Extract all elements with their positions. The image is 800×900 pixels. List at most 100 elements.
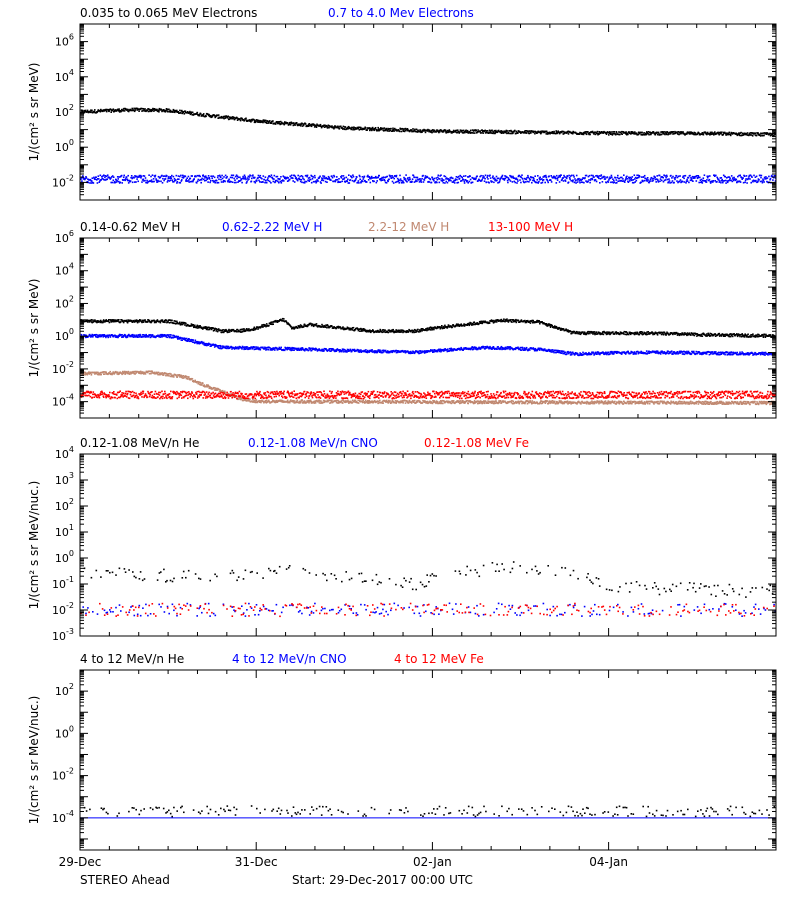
data-point <box>131 321 134 323</box>
data-point <box>565 177 568 180</box>
data-point <box>282 179 284 181</box>
data-point <box>619 133 621 136</box>
data-point <box>436 327 438 329</box>
data-point <box>676 176 679 179</box>
data-point <box>361 328 363 330</box>
data-point <box>175 110 178 113</box>
data-point <box>270 122 273 124</box>
data-point <box>550 181 553 183</box>
data-point <box>163 109 165 111</box>
data-point <box>741 134 743 136</box>
data-point <box>363 175 366 178</box>
data-point <box>131 335 133 338</box>
data-point <box>630 178 632 181</box>
data-point <box>176 109 178 112</box>
data-point <box>137 108 140 111</box>
data-point <box>494 178 497 181</box>
data-point <box>730 333 733 335</box>
data-point <box>210 179 212 182</box>
data-point <box>272 321 274 323</box>
data-point <box>263 348 266 350</box>
data-point <box>264 119 266 122</box>
data-point <box>274 123 277 125</box>
data-point <box>598 177 600 180</box>
data-point <box>206 177 209 180</box>
data-point <box>428 129 431 131</box>
data-point <box>330 350 332 352</box>
data-point <box>97 320 99 322</box>
data-point <box>562 180 565 182</box>
data-point <box>731 177 734 179</box>
data-point <box>706 175 709 178</box>
data-point <box>325 348 327 350</box>
data-point <box>761 181 764 184</box>
data-point <box>714 131 716 133</box>
data-point <box>733 176 735 179</box>
data-point <box>371 127 374 130</box>
data-point <box>535 321 538 323</box>
data-point <box>415 331 417 333</box>
data-point <box>424 175 427 177</box>
data-point <box>117 336 119 339</box>
data-point <box>702 177 705 179</box>
data-point <box>308 123 310 125</box>
data-point <box>385 182 388 184</box>
data-point <box>303 323 306 326</box>
data-point <box>452 324 455 326</box>
data-point <box>256 120 259 122</box>
data-point <box>116 180 119 182</box>
data-point <box>758 179 760 181</box>
data-point <box>234 175 237 178</box>
data-point <box>255 348 257 350</box>
data-point <box>440 179 443 182</box>
data-point <box>135 181 137 183</box>
data-point <box>252 174 254 176</box>
data-point <box>707 175 710 178</box>
data-point <box>532 179 534 182</box>
data-point <box>269 175 272 178</box>
data-point <box>282 317 284 320</box>
data-point <box>99 110 102 113</box>
data-point <box>280 123 283 125</box>
data-point <box>647 333 650 335</box>
data-point <box>474 323 476 326</box>
data-point <box>745 133 748 135</box>
data-point <box>246 346 249 348</box>
data-point <box>163 321 165 323</box>
data-point <box>591 178 594 181</box>
data-point <box>251 177 253 180</box>
panel-data <box>80 107 776 184</box>
data-point <box>368 176 371 178</box>
data-point <box>342 178 344 180</box>
data-point <box>145 333 147 336</box>
data-point <box>259 181 261 183</box>
data-point <box>212 175 215 177</box>
data-point <box>429 178 432 181</box>
data-point <box>142 109 144 112</box>
data-point <box>155 179 158 182</box>
data-point <box>384 329 386 332</box>
data-point <box>362 330 364 332</box>
data-point <box>316 350 319 352</box>
data-point <box>177 111 180 113</box>
data-point <box>714 335 717 337</box>
data-point <box>608 179 610 181</box>
data-point <box>502 130 504 133</box>
data-point <box>705 335 708 337</box>
data-point <box>691 175 694 178</box>
data-point <box>221 331 224 333</box>
data-point <box>602 331 604 333</box>
data-point <box>520 176 523 179</box>
data-point <box>654 133 656 136</box>
data-point <box>111 320 114 323</box>
data-point <box>597 176 600 179</box>
data-point <box>179 109 181 112</box>
data-point <box>667 133 669 136</box>
data-point <box>204 326 206 328</box>
data-point <box>375 330 377 332</box>
data-point <box>302 177 304 180</box>
data-point <box>496 177 499 180</box>
data-point <box>154 176 156 178</box>
data-point <box>740 131 742 134</box>
data-point <box>724 179 727 182</box>
